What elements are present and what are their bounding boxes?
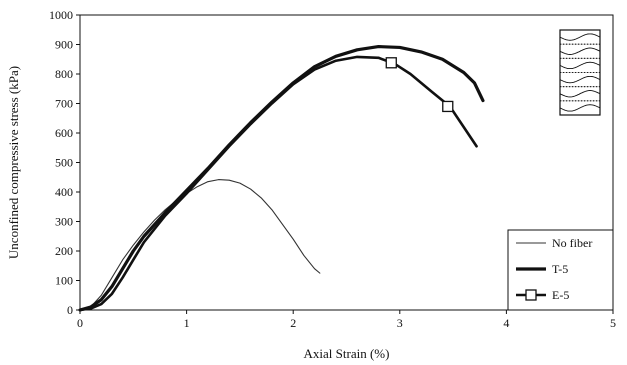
y-tick-label: 900 (55, 38, 73, 52)
y-tick-label: 300 (55, 215, 73, 229)
texture-inset-wave (559, 104, 601, 112)
texture-inset-wave (559, 47, 601, 55)
series-line-t-5 (78, 44, 485, 312)
x-tick-label: 3 (397, 316, 403, 330)
y-tick-label: 700 (55, 97, 73, 111)
y-tick-label: 1000 (49, 8, 73, 22)
x-tick-label: 0 (77, 316, 83, 330)
x-tick-label: 4 (503, 316, 509, 330)
y-tick-label: 800 (55, 67, 73, 81)
y-tick-label: 400 (55, 185, 73, 199)
y-axis-title: Unconfined compressive stress (kPa) (6, 66, 21, 259)
ticks-layer: 0 1 2 3 4 5 0 100 200 300 400 500 600 700 800 900 1000 (49, 8, 616, 330)
legend-label-e-5: E-5 (552, 288, 569, 302)
series-line-no-fiber (79, 179, 321, 311)
texture-inset-wave (559, 33, 601, 41)
texture-inset-wave (559, 90, 601, 98)
texture-inset-wave (559, 61, 601, 70)
series-layer (78, 44, 485, 312)
legend-layer: No fiber T-5 E-5 (507, 229, 614, 311)
y-tick-label: 100 (55, 274, 73, 288)
y-tick-label: 600 (55, 126, 73, 140)
series-marker-e-5 (385, 57, 397, 69)
x-tick-label: 5 (610, 316, 616, 330)
series-marker-e-5 (442, 100, 454, 113)
x-axis-title: Axial Strain (%) (304, 346, 390, 361)
y-tick-label: 200 (55, 244, 73, 258)
texture-inset-layer (559, 29, 601, 116)
x-tick-label: 2 (290, 316, 296, 330)
legend-label-no-fiber: No fiber (552, 236, 592, 250)
texture-inset-wave (559, 75, 601, 84)
y-tick-label: 0 (67, 303, 73, 317)
y-tick-label: 500 (55, 156, 73, 170)
series-line-e-5 (78, 55, 478, 312)
x-tick-label: 1 (184, 316, 190, 330)
legend-marker-e-5 (525, 289, 537, 301)
legend-label-t-5: T-5 (552, 262, 568, 276)
